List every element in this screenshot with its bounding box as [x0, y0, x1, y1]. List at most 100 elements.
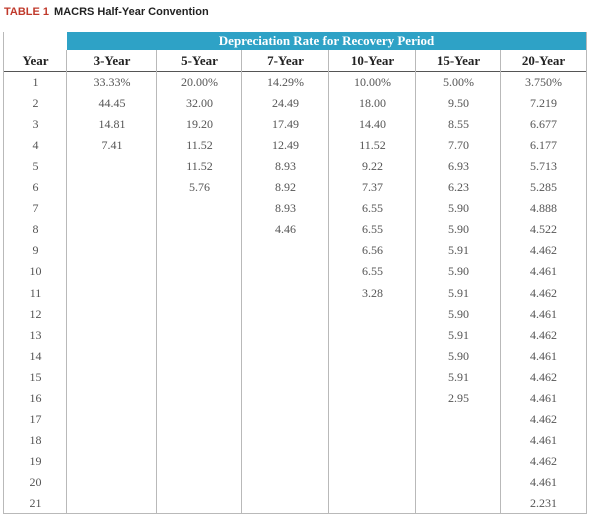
rate-cell	[157, 304, 242, 325]
year-cell: 19	[29, 453, 42, 468]
rate-cell	[67, 451, 157, 472]
rate-cell: 20.00%	[181, 75, 218, 89]
year-cell: 17	[29, 411, 42, 426]
rate-cell: 4.462	[530, 327, 557, 342]
column-header-20-year: 20-Year	[521, 53, 566, 68]
table-row: 19 4.462	[4, 451, 586, 472]
rate-cell	[329, 451, 416, 472]
rate-cell: 18.00	[359, 96, 386, 111]
rate-cell	[67, 388, 157, 409]
rate-cell	[329, 472, 416, 493]
rate-cell: 9.50	[448, 96, 469, 111]
rate-cell	[242, 304, 329, 325]
year-cell: 16	[29, 390, 42, 405]
rate-cell	[67, 219, 157, 240]
rate-cell: 4.462	[530, 453, 557, 468]
column-header-7-year: 7-Year	[267, 53, 304, 68]
column-header-3-year: 3-Year	[93, 53, 131, 68]
rate-cell: 11.52	[186, 159, 213, 174]
rate-cell	[67, 430, 157, 451]
table-row: 16 2.95 4.461	[4, 388, 586, 409]
rate-cell	[242, 346, 329, 367]
rate-cell: 5.90	[448, 306, 469, 321]
year-cell: 6	[32, 180, 39, 195]
rate-cell: 6.93	[448, 159, 469, 174]
rate-cell: 17.49	[272, 117, 299, 132]
rate-cell	[329, 409, 416, 430]
rate-cell: 5.90	[448, 222, 469, 237]
rate-cell: 10.00%	[354, 75, 391, 89]
header-row: Year 3-Year 5-Year 7-Year 10-Year 15-Year 20-Y…	[4, 50, 586, 72]
rate-cell: 14.40	[359, 117, 386, 132]
rate-cell: 8.55	[448, 117, 469, 132]
table-row: 10 6.55 5.90 4.461	[4, 261, 586, 282]
column-header-5-year: 5-Year	[181, 53, 218, 68]
table-row: 6 5.76 8.92 7.37 6.23 5.285	[4, 177, 586, 198]
rate-cell: 19.20	[186, 117, 213, 132]
rate-cell: 8.93	[275, 201, 296, 216]
rate-cell	[157, 240, 242, 261]
rate-cell: 5.285	[530, 180, 557, 195]
rate-cell	[329, 304, 416, 325]
year-cell: 3	[32, 117, 39, 132]
rate-cell: 7.41	[101, 138, 123, 153]
rate-cell: 4.461	[530, 432, 557, 447]
macrs-table: Depreciation Rate for Recovery Period Ye…	[3, 32, 587, 514]
rate-cell	[67, 240, 157, 261]
rate-cell	[242, 240, 329, 261]
rate-cell	[242, 283, 329, 304]
year-cell: 21	[29, 496, 42, 510]
table-row: 15 5.91 4.462	[4, 367, 586, 388]
rate-cell: 6.56	[362, 243, 383, 258]
rate-cell: 6.177	[530, 138, 557, 153]
year-cell: 9	[32, 243, 39, 258]
rate-cell	[157, 198, 242, 219]
rate-cell	[157, 493, 242, 514]
rate-cell: 4.462	[530, 411, 557, 426]
rate-cell: 8.92	[275, 180, 296, 195]
rate-cell	[329, 430, 416, 451]
year-cell: 11	[29, 285, 42, 300]
year-cell: 12	[29, 306, 42, 321]
rate-cell	[242, 409, 329, 430]
rate-cell	[416, 430, 501, 451]
year-cell: 14	[29, 348, 42, 363]
rate-cell: 4.461	[530, 474, 557, 489]
year-cell: 7	[32, 201, 39, 216]
column-header-year: Year	[22, 53, 49, 68]
table-row: 17 4.462	[4, 409, 586, 430]
rate-cell	[157, 261, 242, 282]
column-divider	[66, 50, 67, 513]
year-cell: 10	[29, 264, 42, 279]
table-banner: Depreciation Rate for Recovery Period	[4, 32, 586, 50]
rate-cell	[329, 346, 416, 367]
table-row: 3 14.81 19.20 17.49 14.40 8.55 6.677	[4, 114, 586, 135]
rate-cell	[242, 472, 329, 493]
rate-cell: 5.90	[448, 264, 469, 279]
rate-cell	[157, 283, 242, 304]
rate-cell: 2.95	[448, 390, 469, 405]
rate-cell: 5.91	[448, 369, 469, 384]
table-row: 11 3.28 5.91 4.462	[4, 283, 586, 304]
column-divider	[241, 50, 242, 513]
column-header-15-year: 15-Year	[436, 53, 481, 68]
banner-title: Depreciation Rate for Recovery Period	[67, 32, 586, 50]
table-row: 21 2.231	[4, 493, 586, 514]
rate-cell: 14.81	[98, 117, 126, 132]
rate-cell: 33.33%	[93, 75, 131, 89]
year-cell: 18	[29, 432, 42, 447]
table-caption: TABLE 1 MACRS Half-Year Convention	[4, 6, 209, 18]
rate-cell: 4.888	[530, 201, 557, 216]
year-cell: 2	[32, 96, 39, 111]
rate-cell: 8.93	[275, 159, 296, 174]
column-divider	[415, 50, 416, 513]
rate-cell	[416, 409, 501, 430]
rate-cell: 24.49	[272, 96, 299, 111]
rate-cell	[67, 409, 157, 430]
rate-cell: 5.91	[448, 285, 469, 300]
rate-cell	[67, 472, 157, 493]
table-row: 7 8.93 6.55 5.90 4.888	[4, 198, 586, 219]
year-cell: 5	[32, 159, 39, 174]
rate-cell: 4.461	[530, 390, 557, 405]
rate-cell: 4.461	[530, 348, 557, 363]
